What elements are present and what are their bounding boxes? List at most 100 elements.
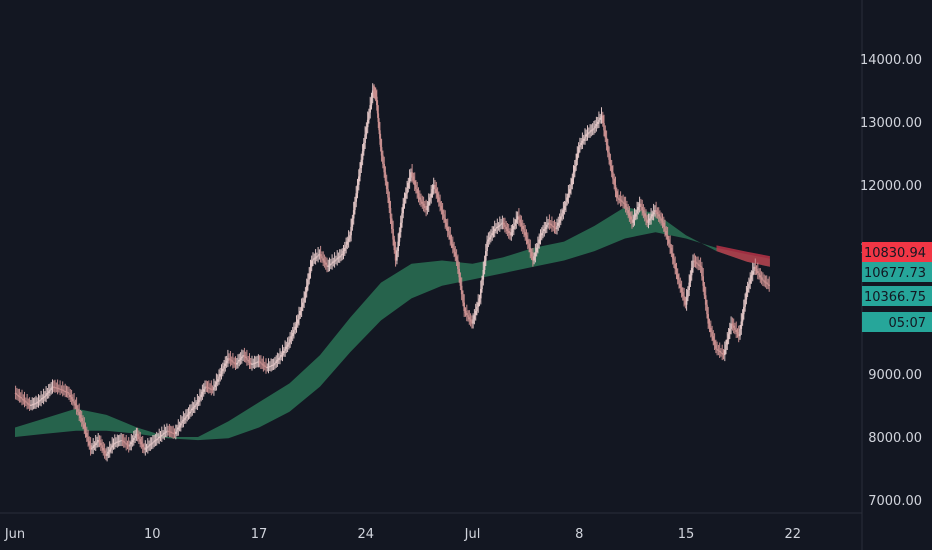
price-candle-body <box>529 247 532 253</box>
price-candle-body <box>486 241 488 252</box>
price-candle-body <box>376 105 379 114</box>
price-candle-body <box>130 442 133 445</box>
price-candle-body <box>645 216 647 220</box>
price-candle-body <box>580 142 582 145</box>
price-candle-body <box>148 445 150 447</box>
price-candle-body <box>546 224 548 227</box>
price-candle-body <box>413 180 416 185</box>
price-candle-body <box>439 201 441 206</box>
price-candle-body <box>195 403 197 406</box>
price-candle-body <box>140 441 143 445</box>
price-candle-body <box>614 184 617 192</box>
price-candle-body <box>44 396 46 398</box>
price-candle-body <box>715 344 717 349</box>
price-candle-body <box>303 298 305 303</box>
price-tag-box <box>862 262 932 282</box>
price-candle-body <box>543 229 546 232</box>
price-candle-body <box>720 351 722 353</box>
price-candle-body <box>279 356 281 359</box>
price-candle-body <box>354 201 356 211</box>
price-candle-body <box>14 392 17 394</box>
price-candle-body <box>338 256 341 258</box>
price-candle-body <box>89 445 92 450</box>
x-axis[interactable]: Jun 10 17 24 Jul 8 15 22 <box>4 527 801 542</box>
price-candle-body <box>120 440 122 442</box>
price-candle-body <box>410 172 412 178</box>
price-candle-body <box>161 434 163 436</box>
price-candle-body <box>236 362 238 365</box>
price-candle-body <box>685 297 688 305</box>
price-candle-body <box>417 193 420 198</box>
price-tag-label: 05:07 <box>889 316 926 331</box>
price-candle-body <box>548 222 551 224</box>
price-candle-body <box>307 279 309 286</box>
price-candle-body <box>18 396 21 398</box>
price-candle-body <box>453 247 455 253</box>
price-candle-body <box>676 274 679 280</box>
price-candle-body <box>337 257 340 259</box>
price-candle-body <box>54 387 56 388</box>
price-candle-body <box>617 197 619 199</box>
price-candle-body <box>440 205 443 211</box>
price-candle-body <box>387 189 389 198</box>
price-tag: 05:07 <box>862 312 932 332</box>
price-candle-body <box>283 350 285 353</box>
price-candle-body <box>482 270 485 280</box>
price-candle-body <box>248 361 251 363</box>
price-candle-body <box>516 216 519 220</box>
price-candle-body <box>176 429 178 432</box>
price-candle-body <box>507 231 510 234</box>
price-candle-body <box>322 258 324 261</box>
price-candle-body <box>294 326 296 330</box>
price-candle-body <box>483 260 486 270</box>
price-candle-body <box>399 222 402 233</box>
price-candle-body <box>656 212 659 215</box>
price-candle-body <box>127 445 130 447</box>
price-candle-body <box>200 394 202 398</box>
price-candle-body <box>181 421 183 424</box>
price-candle-body <box>643 213 646 217</box>
price-candle-body <box>532 256 534 261</box>
price-tag-label: 10830.94 <box>864 246 926 261</box>
price-candle-body <box>488 237 491 240</box>
y-tick-label: 14000.00 <box>860 53 922 68</box>
price-candle-body <box>230 360 233 362</box>
price-candle-body <box>570 184 572 190</box>
price-candle-body <box>40 399 42 401</box>
price-candle-body <box>173 433 176 435</box>
price-candle-body <box>466 313 468 316</box>
price-candle-body <box>368 112 370 120</box>
price-candle-body <box>460 285 463 295</box>
price-candle-body <box>746 287 749 293</box>
price-tag-box <box>862 312 932 332</box>
price-candle-body <box>519 219 521 223</box>
price-candle-body <box>94 443 97 445</box>
price-candle-body <box>642 210 645 214</box>
price-candle-body <box>704 295 707 305</box>
price-candle-body <box>499 224 501 226</box>
price-candle-body <box>385 180 388 190</box>
price-candle-body <box>664 226 666 232</box>
price-candle-body <box>232 361 234 363</box>
price-candle-body <box>222 368 224 372</box>
price-candle-body <box>233 362 235 364</box>
price-candle-body <box>624 203 627 207</box>
price-candle-body <box>211 389 214 391</box>
price-candle-body <box>105 453 107 456</box>
price-candle-body <box>143 447 145 450</box>
price-candle-body <box>581 140 584 143</box>
price-candle-body <box>280 355 282 357</box>
price-candle-body <box>32 403 35 405</box>
price-candle-body <box>341 254 343 256</box>
price-candle-body <box>285 346 288 349</box>
price-candle-body <box>365 127 368 135</box>
price-candle-body <box>751 271 754 276</box>
price-candle-body <box>169 431 172 433</box>
price-candle-body <box>589 131 591 133</box>
price-candle-body <box>492 231 495 234</box>
price-candle-body <box>227 358 229 361</box>
price-candle-body <box>763 280 765 282</box>
price-candle-body <box>590 130 593 132</box>
price-candle-body <box>167 430 169 432</box>
